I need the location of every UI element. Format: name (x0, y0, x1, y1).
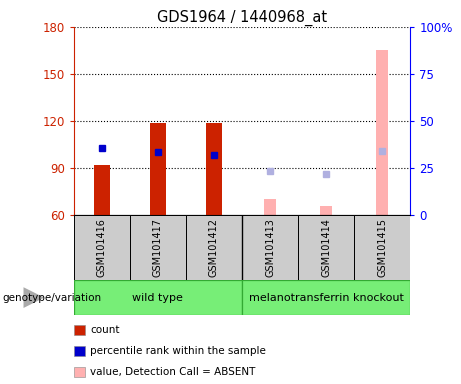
Bar (130, 215, 186, 280)
Text: GSM101413: GSM101413 (265, 218, 275, 277)
Text: genotype/variation: genotype/variation (2, 293, 101, 303)
Text: value, Detection Call = ABSENT: value, Detection Call = ABSENT (90, 367, 255, 377)
Bar (242, 280, 410, 315)
Bar (264, 199, 276, 215)
Bar (206, 122, 222, 215)
Text: GSM101412: GSM101412 (209, 218, 219, 277)
Bar (74, 280, 242, 315)
Text: count: count (90, 325, 119, 335)
Text: GSM101416: GSM101416 (97, 218, 107, 277)
Text: GSM101415: GSM101415 (377, 218, 387, 277)
Bar (186, 215, 242, 280)
Text: GSM101414: GSM101414 (321, 218, 331, 277)
Bar (298, 215, 354, 280)
Bar (320, 206, 332, 215)
Polygon shape (24, 287, 44, 308)
Bar (74, 215, 130, 280)
Text: percentile rank within the sample: percentile rank within the sample (90, 346, 266, 356)
Text: GSM101417: GSM101417 (153, 218, 163, 277)
Bar (354, 215, 410, 280)
Bar (150, 122, 166, 215)
Text: wild type: wild type (132, 293, 183, 303)
Bar (94, 165, 110, 215)
Bar (376, 50, 389, 215)
Text: melanotransferrin knockout: melanotransferrin knockout (249, 293, 403, 303)
Bar (242, 215, 298, 280)
Title: GDS1964 / 1440968_at: GDS1964 / 1440968_at (157, 9, 327, 25)
